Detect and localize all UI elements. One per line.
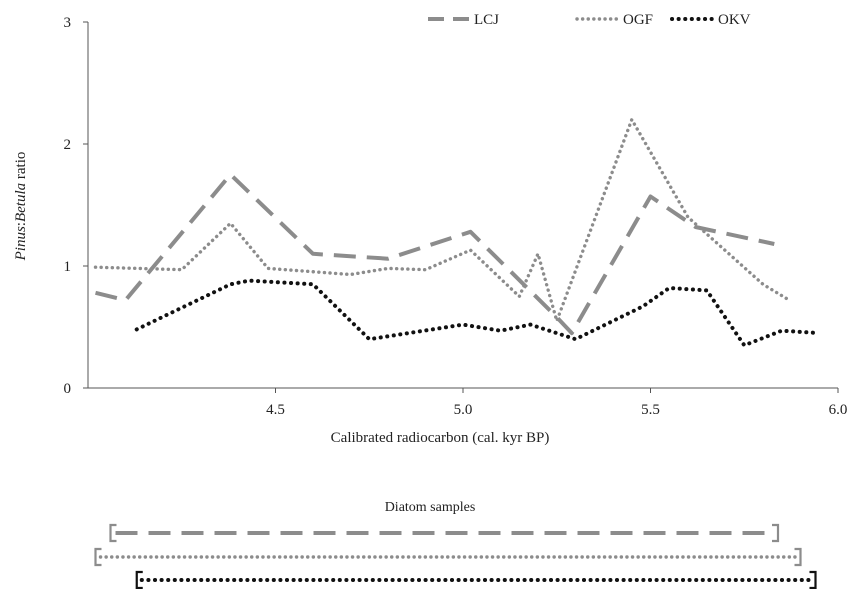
- legend-label-okv: OKV: [718, 12, 751, 28]
- y-tick-label: 3: [64, 15, 72, 31]
- diatom-bracket-end-ogf: [794, 547, 802, 567]
- x-tick-label: 5.5: [641, 402, 660, 418]
- diatom-bracket-end-okv: [809, 570, 817, 589]
- diatom-bracket-start-ogf: [94, 547, 102, 567]
- y-tick-label: 0: [64, 381, 72, 397]
- y-axis-label-ratio: ratio: [13, 152, 29, 183]
- y-tick-label: 1: [64, 259, 72, 275]
- series-line-lcj: [95, 172, 775, 336]
- y-tick-label: 2: [64, 137, 72, 153]
- y-axis-label-betula: Betula: [13, 183, 29, 222]
- x-ticks: 4.5 5.0 5.5 6.0: [266, 388, 847, 418]
- diatom-bracket-start-lcj: [109, 523, 117, 543]
- legend-label-lcj: LCJ: [474, 12, 499, 28]
- diatom-bracket-start-okv: [135, 570, 143, 589]
- series-lines: [93, 117, 822, 348]
- diatom-samples-title: Diatom samples: [385, 500, 476, 515]
- x-tick-label: 6.0: [829, 402, 848, 418]
- series-line-ogf: [93, 117, 791, 323]
- axes: [87, 22, 838, 389]
- y-axis-label: Pinus:Betula ratio: [13, 152, 29, 262]
- x-tick-label: 5.0: [454, 402, 473, 418]
- x-axis-label: Calibrated radiocarbon (cal. kyr BP): [331, 430, 550, 446]
- diatom-bracket-end-lcj: [772, 523, 780, 543]
- series-line-okv: [134, 278, 822, 348]
- legend-label-ogf: OGF: [623, 12, 653, 28]
- legend: LCJ OGF OKV: [428, 12, 751, 28]
- y-ticks: 0 1 2 3: [64, 15, 88, 397]
- x-tick-label: 4.5: [266, 402, 285, 418]
- y-axis-label-pinus: Pinus: [13, 226, 29, 261]
- y-axis-label-colon: :: [13, 222, 29, 226]
- diatom-sample-ranges: [94, 523, 817, 589]
